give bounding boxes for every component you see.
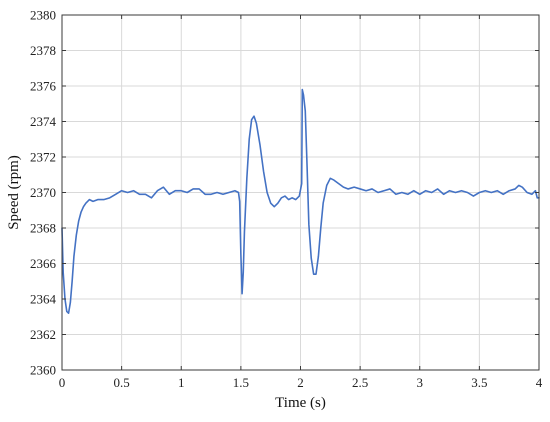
x-tick-label: 0.5: [114, 375, 130, 390]
y-tick-label: 2364: [30, 292, 57, 307]
y-tick-labels: 2360 2362 2364 2366 2368 2370 2372 2374 2376 2378…: [30, 8, 57, 378]
y-tick-label: 2378: [30, 43, 56, 58]
y-tick-label: 2360: [30, 363, 56, 378]
grid: [62, 15, 539, 370]
x-tick-label: 3.5: [471, 375, 487, 390]
tick-marks: [61, 14, 540, 371]
series-layer: [61, 88, 540, 314]
x-tick-label: 1.5: [233, 375, 249, 390]
x-tick-label: 1: [178, 375, 185, 390]
x-tick-label: 0: [59, 375, 66, 390]
x-tick-label: 2: [297, 375, 304, 390]
x-tick-label: 3: [417, 375, 424, 390]
series-line: [61, 88, 540, 314]
x-tick-label: 4: [536, 375, 543, 390]
y-tick-label: 2362: [30, 327, 56, 342]
y-tick-label: 2380: [30, 8, 56, 23]
y-tick-label: 2368: [30, 221, 56, 236]
y-tick-label: 2374: [30, 114, 57, 129]
x-tick-label: 2.5: [352, 375, 368, 390]
y-axis-title: Speed (rpm): [6, 155, 22, 230]
y-tick-label: 2372: [30, 150, 56, 165]
y-tick-label: 2376: [30, 79, 57, 94]
y-tick-label: 2366: [30, 256, 57, 271]
x-axis-title: Time (s): [275, 395, 326, 411]
x-tick-labels: 0 0.5 1 1.5 2 2.5 3 3.5 4: [59, 375, 543, 390]
y-tick-label: 2370: [30, 185, 56, 200]
